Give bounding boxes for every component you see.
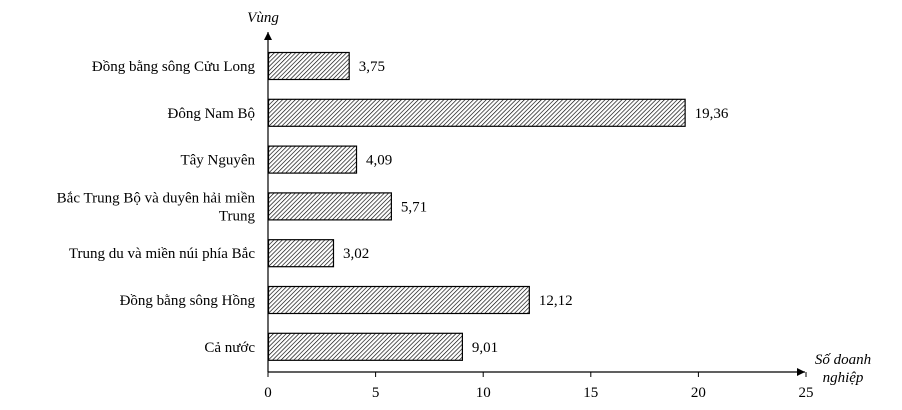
x-tick-label: 10	[476, 385, 491, 401]
x-axis-title: Số doanh nghiệp	[815, 352, 871, 386]
value-label: 9,01	[472, 340, 498, 356]
x-tick-label: 15	[583, 385, 598, 401]
x-tick-label: 25	[799, 385, 814, 401]
x-axis-title-line: nghiệp	[823, 370, 864, 386]
bar	[267, 192, 392, 221]
bar	[267, 285, 530, 315]
bar	[267, 145, 358, 174]
value-label: 3,02	[343, 246, 369, 262]
value-label: 5,71	[401, 199, 427, 215]
bar	[267, 51, 350, 81]
value-label: 19,36	[695, 106, 729, 122]
category-label: Trung du và miền núi phía Bắc	[69, 246, 255, 262]
value-label: 12,12	[539, 293, 573, 309]
y-axis-title: Vùng	[247, 10, 279, 26]
value-label: 4,09	[366, 153, 392, 169]
category-labels: Cả nước Đồng bằng sông Hồng Trung du và mi…	[57, 59, 256, 356]
bar	[267, 239, 335, 268]
bars	[267, 51, 686, 361]
value-label: 3,75	[359, 59, 385, 75]
category-label: Đồng bằng sông Cửu Long	[92, 59, 256, 75]
x-tick-label: 5	[372, 385, 380, 401]
category-label: Bắc Trung Bộ và duyên hải miền	[57, 190, 256, 206]
category-label: Trung	[219, 208, 256, 224]
x-tick-label: 0	[264, 385, 272, 401]
category-label: Tây Nguyên	[180, 153, 255, 169]
category-label: Đông Nam Bộ	[168, 106, 256, 122]
bar	[267, 98, 686, 127]
category-label: Đồng bằng sông Hồng	[120, 293, 256, 309]
category-label: Cả nước	[204, 340, 255, 356]
x-ticks: 0 5 10 15 20 25	[264, 372, 814, 401]
value-labels: 9,01 12,12 3,02 5,71 4,09 19,36 3,75	[343, 59, 729, 356]
bar	[267, 332, 463, 361]
x-axis-title-line: Số doanh	[815, 352, 871, 368]
x-tick-label: 20	[691, 385, 706, 401]
